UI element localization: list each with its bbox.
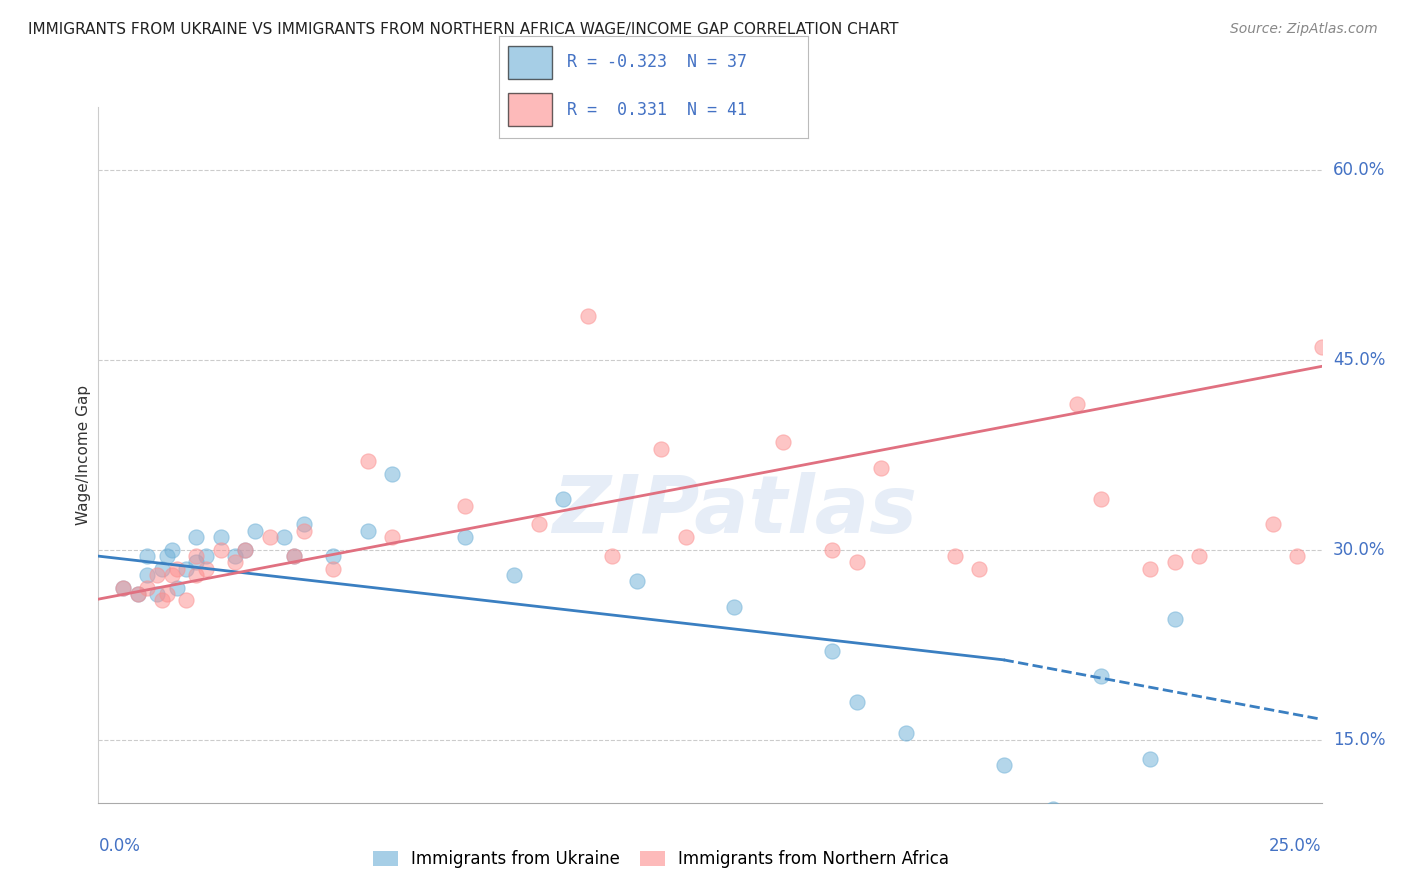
Point — [127, 587, 149, 601]
Point — [186, 549, 208, 563]
Point — [576, 309, 599, 323]
Point — [675, 530, 697, 544]
Text: 30.0%: 30.0% — [1333, 541, 1385, 558]
Point — [1261, 517, 1284, 532]
Point — [553, 492, 575, 507]
Point — [1139, 562, 1161, 576]
Point — [111, 581, 134, 595]
Point — [1042, 802, 1064, 816]
Text: 25.0%: 25.0% — [1270, 837, 1322, 855]
Text: IMMIGRANTS FROM UKRAINE VS IMMIGRANTS FROM NORTHERN AFRICA WAGE/INCOME GAP CORRE: IMMIGRANTS FROM UKRAINE VS IMMIGRANTS FR… — [28, 22, 898, 37]
Point — [626, 574, 648, 589]
Point — [283, 549, 305, 563]
Point — [454, 499, 477, 513]
Point — [156, 587, 179, 601]
Point — [209, 542, 232, 557]
Point — [146, 568, 169, 582]
Point — [600, 549, 623, 563]
Point — [967, 562, 990, 576]
Point — [845, 695, 868, 709]
Point — [1310, 340, 1333, 354]
Point — [224, 549, 246, 563]
Point — [150, 562, 173, 576]
Text: R = -0.323  N = 37: R = -0.323 N = 37 — [567, 54, 747, 71]
Point — [870, 460, 893, 475]
FancyBboxPatch shape — [509, 93, 551, 126]
Point — [1115, 821, 1137, 835]
Text: ZIPatlas: ZIPatlas — [553, 472, 917, 549]
Point — [322, 562, 344, 576]
Point — [993, 757, 1015, 772]
Point — [821, 542, 844, 557]
Point — [186, 530, 208, 544]
Point — [381, 530, 404, 544]
Point — [224, 556, 246, 570]
Point — [1090, 492, 1112, 507]
Point — [195, 549, 218, 563]
Point — [111, 581, 134, 595]
Point — [136, 549, 159, 563]
Point — [292, 517, 315, 532]
Point — [772, 435, 794, 450]
Text: 0.0%: 0.0% — [98, 837, 141, 855]
Point — [146, 587, 169, 601]
Point — [160, 542, 183, 557]
Point — [186, 568, 208, 582]
Point — [166, 562, 188, 576]
Point — [650, 442, 672, 456]
Point — [186, 556, 208, 570]
Text: R =  0.331  N = 41: R = 0.331 N = 41 — [567, 101, 747, 119]
Point — [156, 549, 179, 563]
Point — [356, 524, 378, 538]
Point — [233, 542, 256, 557]
Point — [150, 593, 173, 607]
Point — [1066, 397, 1088, 411]
Point — [209, 530, 232, 544]
Point — [1188, 549, 1211, 563]
Point — [259, 530, 281, 544]
Point — [283, 549, 305, 563]
Point — [176, 562, 198, 576]
Point — [503, 568, 526, 582]
Point — [1286, 549, 1309, 563]
Point — [723, 599, 745, 614]
Point — [943, 549, 966, 563]
Point — [454, 530, 477, 544]
Point — [127, 587, 149, 601]
Y-axis label: Wage/Income Gap: Wage/Income Gap — [76, 384, 91, 525]
FancyBboxPatch shape — [509, 46, 551, 78]
Point — [527, 517, 550, 532]
Point — [381, 467, 404, 481]
Point — [273, 530, 295, 544]
Text: 45.0%: 45.0% — [1333, 351, 1385, 369]
Text: Source: ZipAtlas.com: Source: ZipAtlas.com — [1230, 22, 1378, 37]
Point — [1139, 751, 1161, 765]
Point — [1164, 612, 1187, 626]
Point — [1164, 556, 1187, 570]
Point — [1090, 669, 1112, 683]
Text: 60.0%: 60.0% — [1333, 161, 1385, 179]
Point — [356, 454, 378, 468]
Legend: Immigrants from Ukraine, Immigrants from Northern Africa: Immigrants from Ukraine, Immigrants from… — [366, 844, 956, 875]
Point — [821, 644, 844, 658]
Text: 15.0%: 15.0% — [1333, 731, 1385, 748]
Point — [160, 568, 183, 582]
Point — [292, 524, 315, 538]
Point — [176, 593, 198, 607]
Point — [894, 726, 917, 740]
Point — [136, 581, 159, 595]
Point — [845, 556, 868, 570]
Point — [136, 568, 159, 582]
Point — [243, 524, 266, 538]
Point — [195, 562, 218, 576]
Point — [322, 549, 344, 563]
Point — [166, 581, 188, 595]
Point — [233, 542, 256, 557]
